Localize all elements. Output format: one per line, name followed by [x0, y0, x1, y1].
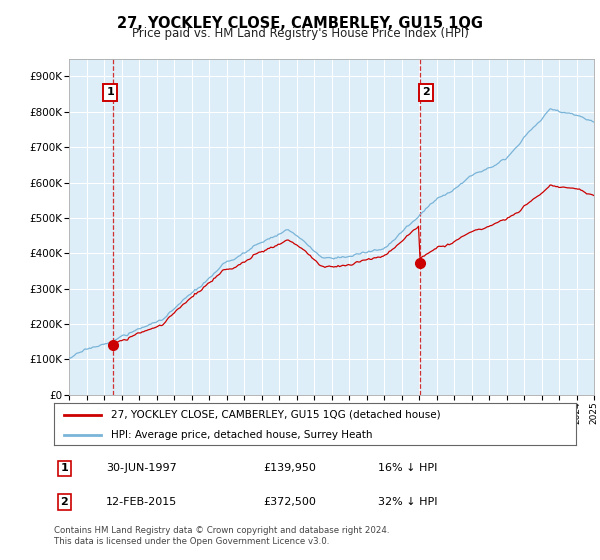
Text: HPI: Average price, detached house, Surrey Heath: HPI: Average price, detached house, Surr…	[112, 430, 373, 440]
Text: 27, YOCKLEY CLOSE, CAMBERLEY, GU15 1QG (detached house): 27, YOCKLEY CLOSE, CAMBERLEY, GU15 1QG (…	[112, 410, 441, 420]
Text: 32% ↓ HPI: 32% ↓ HPI	[377, 497, 437, 507]
Text: £372,500: £372,500	[263, 497, 316, 507]
Text: 2: 2	[422, 87, 430, 97]
Text: 30-JUN-1997: 30-JUN-1997	[106, 464, 177, 473]
Text: 27, YOCKLEY CLOSE, CAMBERLEY, GU15 1QG: 27, YOCKLEY CLOSE, CAMBERLEY, GU15 1QG	[117, 16, 483, 31]
Text: £139,950: £139,950	[263, 464, 316, 473]
Text: Contains HM Land Registry data © Crown copyright and database right 2024.
This d: Contains HM Land Registry data © Crown c…	[54, 526, 389, 546]
Text: Price paid vs. HM Land Registry's House Price Index (HPI): Price paid vs. HM Land Registry's House …	[131, 27, 469, 40]
Text: 16% ↓ HPI: 16% ↓ HPI	[377, 464, 437, 473]
Text: 2: 2	[61, 497, 68, 507]
Text: 12-FEB-2015: 12-FEB-2015	[106, 497, 178, 507]
Text: 1: 1	[106, 87, 114, 97]
Text: 1: 1	[61, 464, 68, 473]
